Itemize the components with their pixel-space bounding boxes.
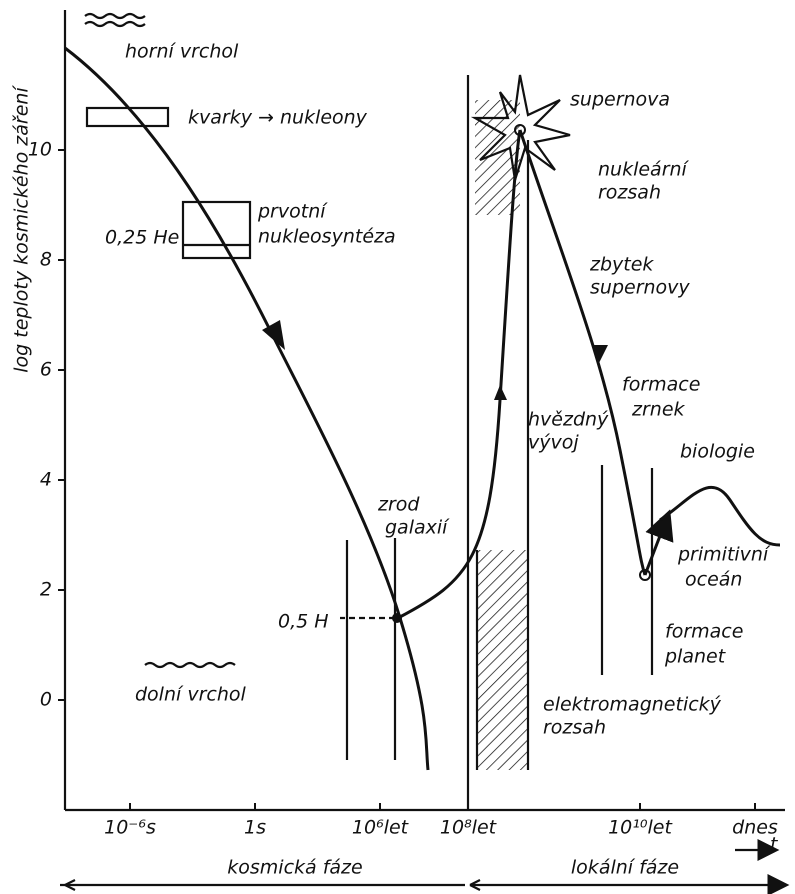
y-tick-label: 6 (40, 359, 52, 381)
annotation: biologie (680, 441, 755, 463)
annotation: galaxií (385, 517, 450, 539)
x-tick-label: 10¹⁰let (608, 817, 673, 839)
annotation: rozsah (598, 182, 661, 204)
phase-label: lokální fáze (571, 857, 679, 879)
annotation: dolní vrchol (135, 684, 246, 706)
annotation: supernova (570, 89, 670, 111)
y-tick-label: 8 (40, 249, 52, 271)
annotation: vývoj (528, 432, 579, 454)
annotation: kvarky → nukleony (188, 107, 368, 129)
annotation: elektromagnetický (543, 694, 722, 716)
annotation: 0,25 He (105, 227, 179, 249)
x-tick-label: 10⁶let (352, 817, 410, 839)
annotation: zbytek (589, 254, 654, 276)
y-tick-label: 0 (40, 689, 52, 711)
annotation: zrnek (631, 399, 686, 421)
annotation: planet (664, 646, 727, 668)
annotation: nukleární (598, 159, 690, 181)
annotation: rozsah (543, 717, 606, 739)
annotation: formace (665, 621, 743, 643)
y-tick-label: 10 (28, 139, 52, 161)
annotation: formace (622, 374, 700, 396)
x-tick-label: 1s (244, 817, 266, 839)
annotation: horní vrchol (125, 41, 239, 63)
y-tick-label: 2 (40, 579, 52, 601)
y-axis-label: log teploty kosmického záření (11, 85, 33, 373)
y-tick-label: 4 (40, 469, 52, 491)
annotation: prvotní (257, 201, 328, 223)
annotation: hvězdný (528, 409, 609, 431)
x-tick-label: 10⁻⁶s (104, 817, 156, 839)
annotation: 0,5 H (278, 611, 329, 633)
annotation: oceán (685, 569, 742, 591)
x-tick-label: 10⁸let (440, 817, 498, 839)
annotation: primitivní (677, 544, 771, 566)
frame (60, 10, 785, 890)
annotation: zrod (377, 494, 420, 516)
diagram: log teploty kosmického záření 0 2 4 6 8 10 10⁻… (0, 0, 795, 894)
phase-label: kosmická fáze (227, 857, 362, 879)
annotation: supernovy (590, 277, 690, 299)
annotation: nukleosyntéza (258, 226, 396, 248)
